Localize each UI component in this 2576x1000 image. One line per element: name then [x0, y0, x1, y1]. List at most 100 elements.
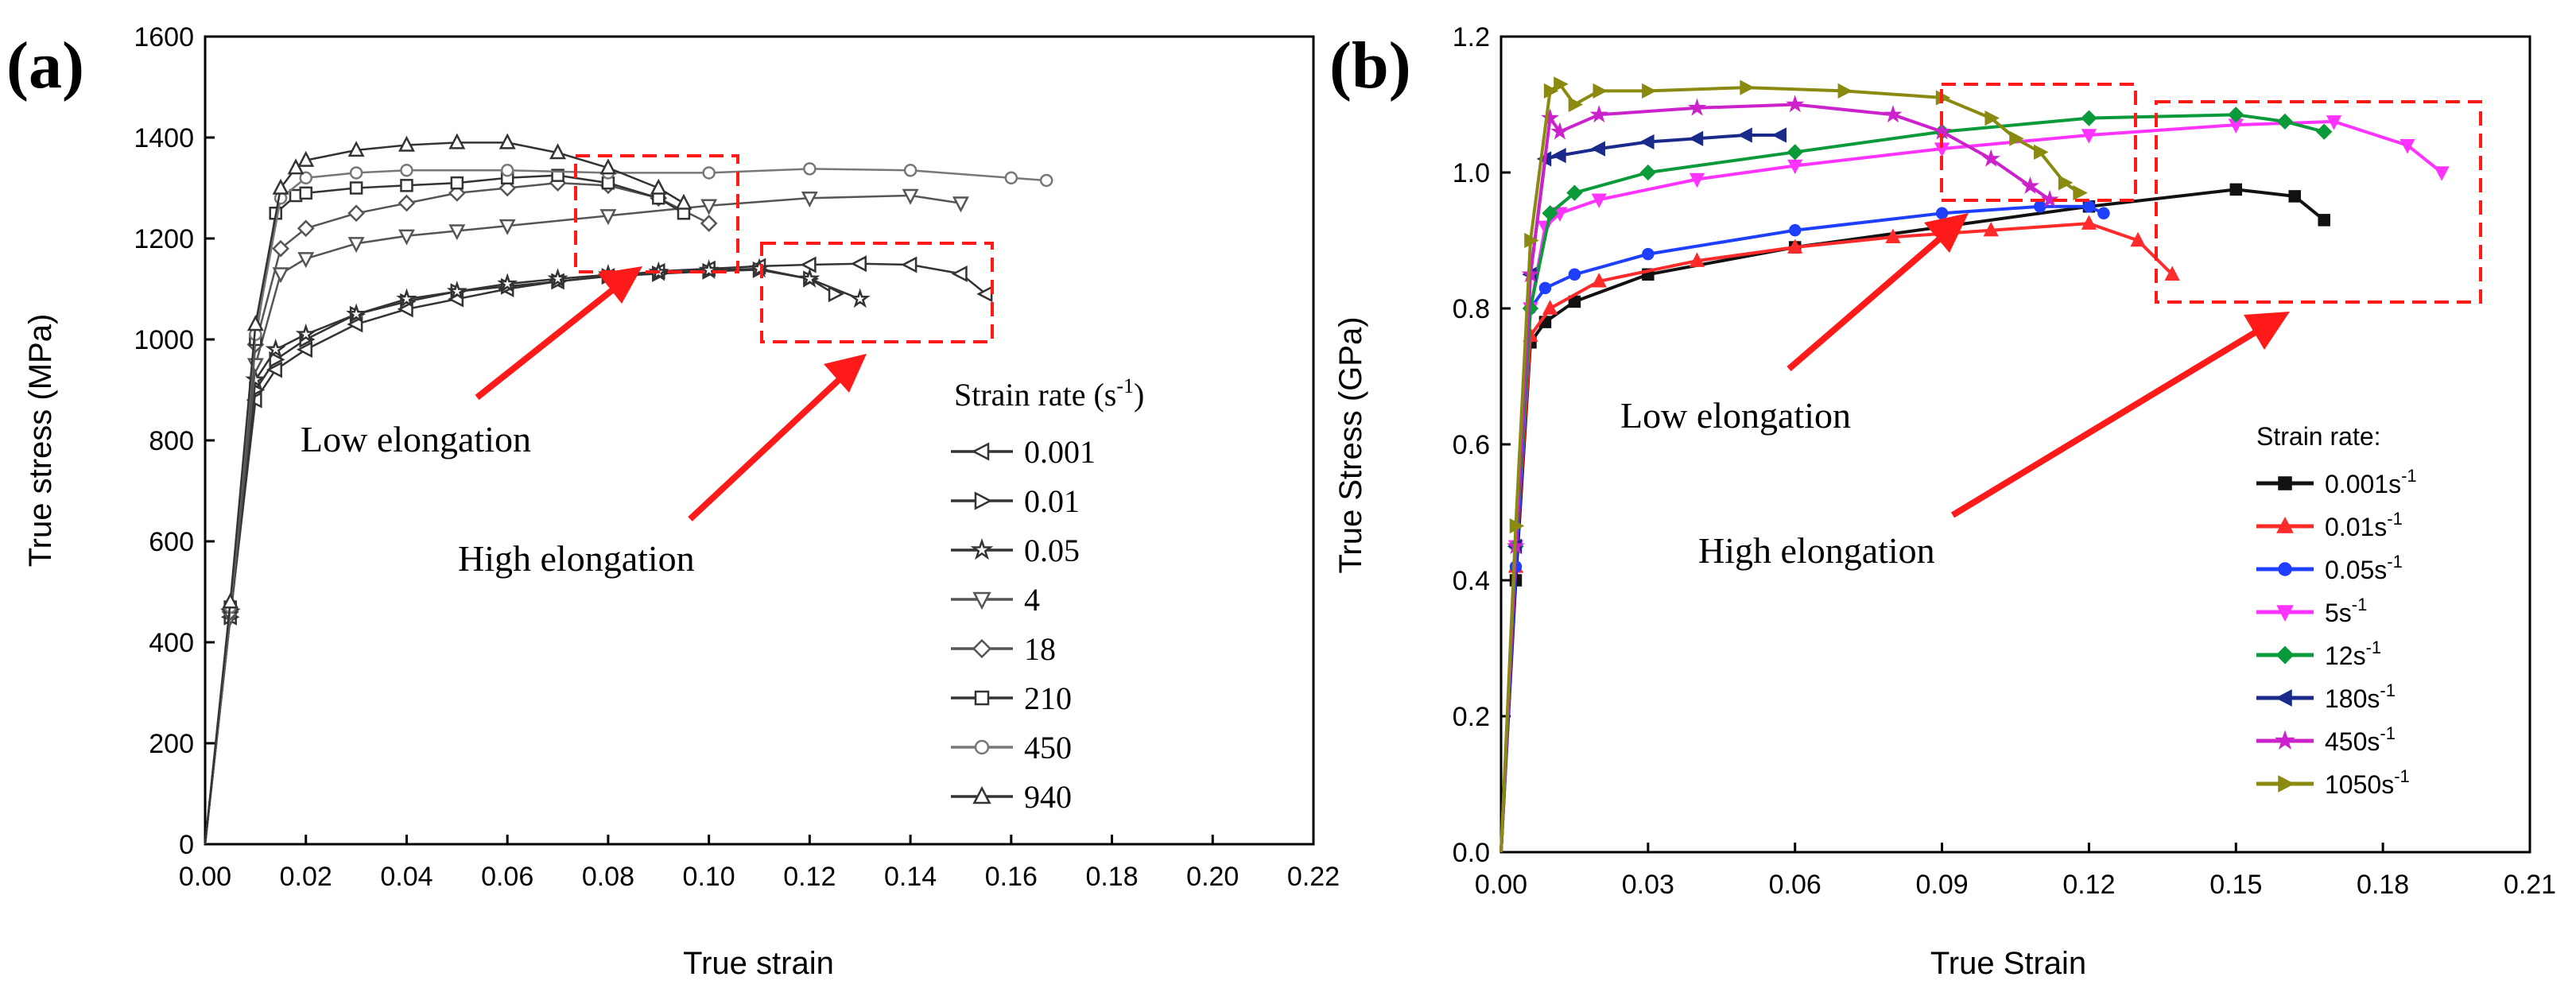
- series-line: [204, 168, 1047, 845]
- x-tick-label: 0.18: [1085, 862, 1138, 892]
- panel-a-y-axis-title: True stress (MPa): [23, 314, 58, 568]
- panel-a-x-ticks: 0.00 0.02 0.04 0.06 0.08 0.10 0.12 0.14 0.16 0.18…: [179, 835, 1340, 892]
- data-point: [1541, 108, 1560, 126]
- x-tick-label: 0.20: [1186, 862, 1239, 892]
- legend-label-text: 0.05s: [2325, 556, 2387, 584]
- data-point: [1884, 105, 1903, 123]
- x-tick-label: 0.14: [884, 862, 937, 892]
- data-point: [1689, 252, 1705, 267]
- legend-entry: 0.05: [951, 533, 1080, 568]
- legend-entry: 12s-1: [2256, 638, 2381, 670]
- x-tick-label: 0.03: [1622, 870, 1674, 900]
- legend-entry: 4: [951, 582, 1040, 618]
- data-point: [2040, 190, 2059, 208]
- data-point: [2082, 200, 2096, 213]
- y-tick-label: 0: [179, 830, 194, 860]
- panel-a-high-arrow-shaft: [688, 378, 841, 521]
- legend-marker: [2275, 689, 2292, 707]
- data-point: [246, 315, 264, 331]
- legend-label-sup: -1: [2366, 638, 2382, 657]
- data-point: [1981, 149, 2000, 167]
- data-point: [1688, 130, 1704, 146]
- legend-label-text: 0.001s: [2325, 470, 2401, 498]
- data-point: [2034, 144, 2049, 160]
- legend-label-text: 0.01s: [2325, 513, 2387, 541]
- legend-entry: 210: [951, 680, 1072, 716]
- data-point: [2058, 175, 2074, 191]
- legend-marker: [971, 442, 990, 461]
- x-tick-label: 0.04: [380, 862, 433, 892]
- data-point: [297, 150, 315, 167]
- legend-label-text: 12s: [2325, 641, 2366, 670]
- x-tick-label: 0.09: [1915, 870, 1968, 900]
- x-tick-label: 0.00: [1475, 870, 1527, 900]
- data-point: [266, 361, 282, 378]
- data-point: [450, 176, 464, 190]
- y-tick-label: 200: [149, 729, 194, 759]
- data-point: [903, 164, 918, 177]
- panel-a-label: (a): [6, 29, 84, 103]
- series-line: [1499, 103, 2051, 853]
- data-point: [1004, 171, 1018, 185]
- data-point: [400, 164, 413, 177]
- data-point: [700, 199, 718, 215]
- data-point: [1787, 144, 1803, 161]
- data-point: [1771, 127, 1787, 143]
- legend-label: 0.05: [1024, 533, 1080, 568]
- panel-b-series: [1499, 76, 2450, 853]
- legend-marker: [972, 638, 992, 659]
- legend-label-text: 18: [1024, 631, 1056, 667]
- data-point: [799, 268, 821, 288]
- data-point: [499, 219, 516, 235]
- data-point: [1786, 95, 1805, 113]
- y-tick-label: 800: [149, 426, 194, 456]
- data-point: [1642, 247, 1655, 261]
- panel-b-label: (b): [1329, 29, 1411, 103]
- x-tick-label: 0.06: [1769, 870, 1821, 900]
- legend-label-text: 1050s: [2325, 770, 2394, 799]
- panel-b-x-axis-title: True Strain: [1930, 946, 2086, 981]
- panel-a-legend: Strain rate (s-1) 0.001 0.01 0.05 4 18 210 450…: [951, 374, 1144, 815]
- data-point: [951, 265, 968, 282]
- series-line: [204, 269, 836, 845]
- series-0-05s: [1499, 200, 2110, 853]
- legend-label-text: 0.01: [1024, 483, 1080, 519]
- data-point: [398, 135, 415, 152]
- legend-marker: [972, 785, 991, 804]
- legend-label-text: 450s: [2325, 727, 2380, 756]
- legend-label-sup: -1: [2387, 509, 2403, 529]
- data-point: [398, 229, 415, 246]
- data-point: [299, 186, 312, 200]
- y-tick-label: 0.0: [1453, 838, 1490, 868]
- x-tick-label: 0.18: [2357, 870, 2409, 900]
- panel-b-high-elongation-label: High elongation: [1698, 530, 1935, 571]
- data-point: [2073, 185, 2088, 201]
- x-tick-label: 0.06: [481, 862, 533, 892]
- data-point: [497, 273, 518, 293]
- panel-b-x-ticks: 0.00 0.03 0.06 0.09 0.12 0.15 0.18 0.21: [1475, 843, 2556, 900]
- data-point: [1039, 173, 1053, 188]
- y-tick-label: 600: [149, 527, 194, 557]
- legend-entry: 0.001s-1: [2256, 466, 2417, 498]
- legend-label-text: 0.05: [1024, 533, 1080, 568]
- legend-label: 0.001s-1: [2325, 466, 2417, 498]
- panel-a-low-elongation-label: Low elongation: [301, 419, 531, 459]
- legend-label: 4: [1024, 582, 1040, 618]
- legend-label-sup: -1: [2394, 766, 2410, 786]
- data-point: [650, 178, 667, 195]
- y-tick-label: 1200: [134, 224, 194, 254]
- data-point: [800, 256, 817, 273]
- legend-label: 450s-1: [2325, 723, 2396, 756]
- legend-label-text: 5s: [2325, 599, 2352, 627]
- data-point: [1687, 98, 1707, 116]
- x-tick-label: 0.15: [2209, 870, 2262, 900]
- data-point: [1837, 83, 1853, 99]
- data-point: [1591, 193, 1607, 208]
- legend-label: 0.001: [1024, 434, 1096, 470]
- data-point: [2326, 115, 2342, 130]
- panel-b-y-axis-title: True Stress (GPa): [1333, 316, 1368, 573]
- data-point: [2288, 190, 2301, 203]
- data-point: [828, 285, 844, 303]
